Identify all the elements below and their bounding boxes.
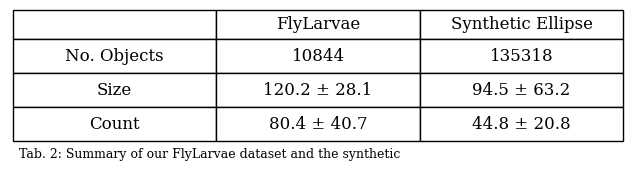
- Text: Tab. 2: Summary of our FlyLarvae dataset and the synthetic: Tab. 2: Summary of our FlyLarvae dataset…: [19, 148, 401, 161]
